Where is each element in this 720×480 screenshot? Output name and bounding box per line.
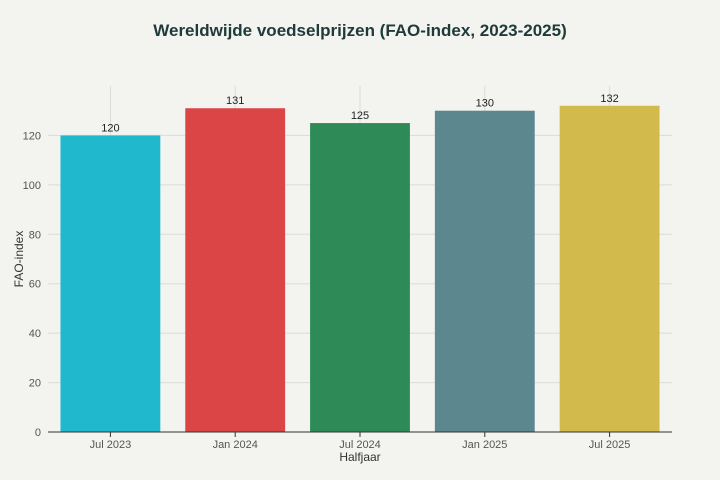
y-axis-title: FAO-index bbox=[12, 231, 26, 288]
bar-value-label: 130 bbox=[476, 98, 494, 110]
bar bbox=[559, 105, 660, 433]
bar bbox=[434, 110, 535, 432]
x-axis-ticks: Jul 2023 Jan 2024 Jul 2024 Jan 2025 Jul 2025 bbox=[90, 432, 631, 451]
bar bbox=[60, 135, 161, 432]
x-tick-label: Jul 2024 bbox=[339, 439, 381, 451]
data-labels: 120 131 125 130 132 bbox=[101, 93, 619, 135]
bar bbox=[185, 108, 286, 432]
y-tick-label: 60 bbox=[29, 279, 41, 291]
chart-title: Wereldwijde voedselprijzen (FAO-index, 2… bbox=[153, 21, 567, 40]
bar-value-label: 131 bbox=[226, 95, 244, 107]
bar-value-label: 120 bbox=[101, 122, 119, 134]
y-tick-label: 100 bbox=[23, 180, 41, 192]
bar bbox=[310, 123, 410, 433]
y-tick-label: 80 bbox=[29, 229, 41, 241]
x-tick-label: Jan 2024 bbox=[213, 439, 258, 451]
x-tick-label: Jul 2023 bbox=[90, 439, 132, 451]
y-tick-label: 20 bbox=[29, 378, 41, 390]
bar-value-label: 125 bbox=[351, 110, 369, 122]
x-axis-title: Halfjaar bbox=[339, 450, 380, 464]
y-tick-label: 120 bbox=[23, 130, 41, 142]
y-tick-label: 0 bbox=[35, 427, 41, 439]
x-tick-label: Jul 2025 bbox=[589, 439, 631, 451]
bars bbox=[60, 105, 660, 433]
y-tick-label: 40 bbox=[29, 328, 41, 340]
x-tick-label: Jan 2025 bbox=[462, 439, 507, 451]
y-axis-ticks: 0 20 40 60 80 100 120 bbox=[23, 130, 41, 439]
bar-value-label: 132 bbox=[600, 93, 618, 105]
